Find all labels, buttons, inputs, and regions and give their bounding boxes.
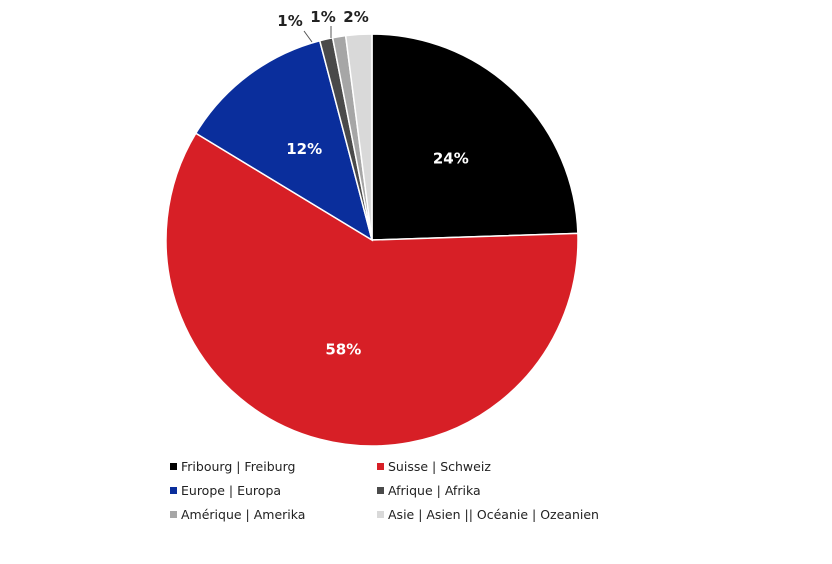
legend-label-europe-europa: Europe | Europa: [181, 483, 281, 498]
pie-slice-asie-asien-oceanie-ozeanien: [344, 33, 373, 241]
pie-slice-fribourg-freiburg: [371, 33, 579, 241]
legend-item-fribourg-freiburg: Fribourg | Freiburg: [170, 459, 295, 474]
legend-label-suisse-schweiz: Suisse | Schweiz: [388, 459, 491, 474]
legend-item-afrique-afrika: Afrique | Afrika: [377, 483, 481, 498]
slice-labels: 24% 58% 12% 1% 1% 2%: [277, 8, 468, 359]
legend: Fribourg | Freiburg Suisse | Schweiz Europ…: [170, 459, 599, 522]
legend-item-europe-europa: Europe | Europa: [170, 483, 281, 498]
leader-lines: [303, 26, 332, 43]
legend-item-asie-asien-oceanie-ozeanien: Asie | Asien || Océanie | Ozeanien: [377, 507, 599, 522]
slice-label-suisse-schweiz: 58%: [325, 341, 361, 359]
legend-swatch-suisse-schweiz: [377, 463, 384, 470]
legend-swatch-asie-asien-oceanie-ozeanien: [377, 511, 384, 518]
slice-label-europe-europa: 12%: [286, 140, 322, 158]
legend-label-amerique-amerika: Amérique | Amerika: [181, 507, 305, 522]
slice-label-fribourg-freiburg: 24%: [433, 150, 469, 168]
legend-swatch-afrique-afrika: [377, 487, 384, 494]
leader-line-afrique-afrika: [303, 30, 313, 43]
legend-swatch-amerique-amerika: [170, 511, 177, 518]
legend-label-afrique-afrika: Afrique | Afrika: [388, 483, 481, 498]
legend-swatch-europe-europa: [170, 487, 177, 494]
pie-slices: [165, 33, 579, 447]
legend-label-fribourg-freiburg: Fribourg | Freiburg: [181, 459, 295, 474]
slice-label-afrique-afrika: 1%: [277, 12, 302, 30]
slice-label-amerique-amerika: 1%: [310, 8, 335, 26]
pie-slice-europe-europa: [194, 39, 374, 242]
legend-item-suisse-schweiz: Suisse | Schweiz: [377, 459, 491, 474]
slice-label-asie-asien-oceanie-ozeanien: 2%: [343, 8, 368, 26]
legend-label-asie-asien-oceanie-ozeanien: Asie | Asien || Océanie | Ozeanien: [388, 507, 599, 522]
legend-item-amerique-amerika: Amérique | Amerika: [170, 507, 305, 522]
legend-swatch-fribourg-freiburg: [170, 463, 177, 470]
pie-slice-suisse-schweiz: [165, 132, 579, 447]
